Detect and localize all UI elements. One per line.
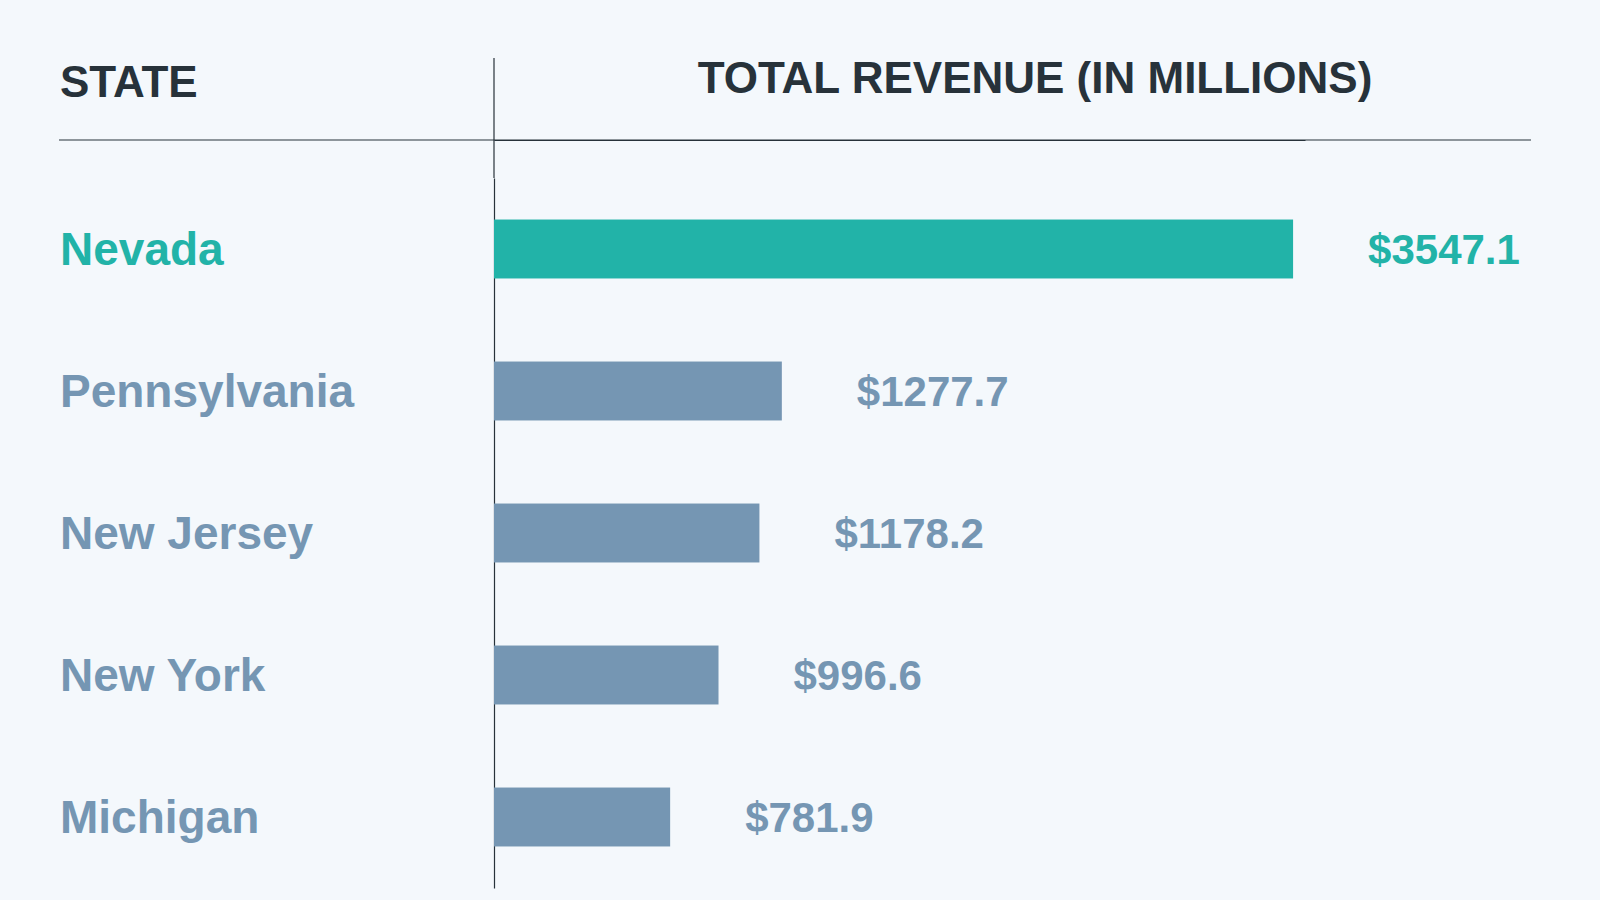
y-tick: New Jersey [60,507,494,559]
y-tick: Nevada [60,223,494,275]
y-tick: Michigan [60,791,494,843]
category-label: New York [60,649,266,701]
data-label: $1178.2 [834,510,984,557]
chart: STATE TOTAL REVENUE (IN MILLIONS) Nevada Pe… [0,0,1600,900]
y-tick: New York [60,649,494,701]
x-axis [495,140,1306,141]
data-labels: $3547.1 $1277.7 $1178.2 $996.6 $781.9 [745,226,1520,841]
bar [494,220,1293,279]
bar [494,504,759,563]
bar [494,788,670,847]
x-axis-title: TOTAL REVENUE (IN MILLIONS) [698,53,1373,102]
data-label: $1277.7 [857,368,1009,415]
column-divider [493,58,494,178]
data-label: $781.9 [745,794,873,841]
header-rule [59,139,1531,140]
bar [494,362,782,421]
category-label: Michigan [60,791,259,843]
y-axis-title: STATE [60,57,198,106]
data-label: $3547.1 [1368,226,1520,273]
x-axis-line [495,140,1306,141]
category-label: New Jersey [60,507,314,559]
bars [494,220,1293,847]
y-axis: Nevada Pennsylvania New Jersey New York Mich… [60,179,495,889]
category-label: Nevada [60,223,224,275]
y-tick: Pennsylvania [60,365,494,417]
category-label: Pennsylvania [60,365,354,417]
data-label: $996.6 [794,652,922,699]
bar [494,646,719,705]
